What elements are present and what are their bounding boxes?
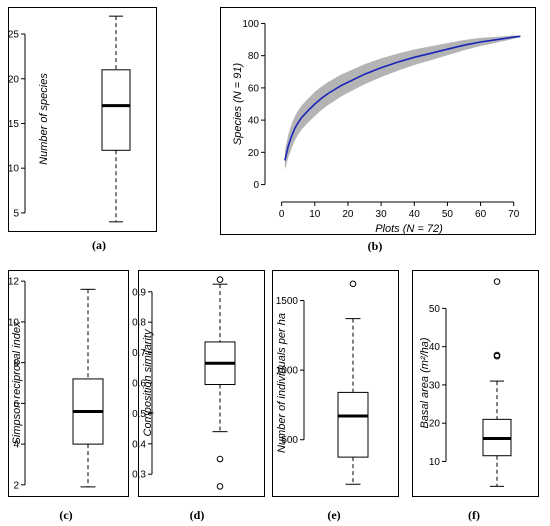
x-tick-label: 60 bbox=[475, 209, 487, 220]
panel-f: (f) 10 20 30 40 50 Basal area (m²/ha) bbox=[412, 270, 539, 522]
panel-label: (f) bbox=[468, 508, 480, 522]
y-tick-label: 40 bbox=[429, 342, 441, 353]
confidence-band bbox=[284, 35, 521, 171]
outlier-point bbox=[349, 280, 357, 288]
plot-frame bbox=[412, 270, 539, 497]
y-axis-label: Basal area (m²/ha) bbox=[419, 337, 431, 428]
panel-b: (b) 0 20 40 60 80 100 0 10 20 30 40 50 60 70 Plots (N =… bbox=[220, 7, 536, 253]
iqr-box bbox=[337, 391, 369, 458]
panel-e: (e) 500 1000 1500 Number of individuals per … bbox=[272, 270, 399, 522]
x-axis-label: Plots (N = 72) bbox=[375, 223, 443, 235]
y-tick-label: 100 bbox=[242, 19, 259, 30]
y-tick-label: 500 bbox=[281, 435, 298, 446]
y-tick-label: 30 bbox=[429, 380, 441, 391]
outlier-point bbox=[493, 278, 501, 285]
plot-frame bbox=[220, 7, 536, 235]
outlier-point bbox=[216, 276, 224, 283]
y-tick-label: 80 bbox=[248, 51, 260, 62]
y-tick-label: 0.8 bbox=[132, 318, 146, 329]
x-tick-label: 30 bbox=[376, 209, 388, 220]
panel-label: (c) bbox=[59, 508, 72, 522]
y-tick-label: 8 bbox=[13, 358, 19, 369]
x-tick-label: 50 bbox=[442, 209, 454, 220]
x-tick-label: 70 bbox=[508, 209, 520, 220]
y-tick-label: 40 bbox=[248, 116, 260, 127]
panel-a: (a) 5 10 15 20 25 Number of species bbox=[8, 7, 157, 252]
y-tick-label: 10 bbox=[8, 164, 20, 175]
panel-label: (e) bbox=[327, 508, 340, 522]
y-tick-label: 50 bbox=[429, 304, 441, 315]
panel-d: (d) 0.3 0.4 0.5 0.6 0.7 0.8 0.9 Composition simi… bbox=[132, 270, 265, 522]
y-tick-label: 20 bbox=[248, 148, 260, 159]
x-tick-label: 40 bbox=[409, 209, 421, 220]
y-tick-label: 1000 bbox=[276, 366, 299, 377]
y-tick-label: 60 bbox=[248, 83, 260, 94]
y-tick-label: 2 bbox=[13, 480, 19, 491]
y-tick-label: 20 bbox=[429, 419, 441, 430]
x-tick-label: 0 bbox=[279, 209, 285, 220]
outlier-point bbox=[493, 351, 501, 359]
y-tick-label: 10 bbox=[429, 457, 441, 468]
plot-frame bbox=[272, 270, 399, 497]
y-tick-label: 0.3 bbox=[132, 470, 146, 481]
y-tick-label: 0.6 bbox=[132, 379, 146, 390]
y-tick-label: 0 bbox=[253, 180, 259, 191]
y-tick-label: 5 bbox=[13, 208, 19, 219]
panel-c: (c) 2 4 6 8 10 12 Simpson reciprocal index bbox=[8, 270, 129, 522]
y-axis-label: Simpson reciprocal index bbox=[11, 321, 23, 444]
y-axis-label: Composition similarity bbox=[142, 328, 154, 436]
y-tick-label: 4 bbox=[13, 440, 19, 451]
plot-frame bbox=[8, 270, 129, 497]
outlier-point bbox=[216, 455, 224, 463]
y-axis-label: Species (N = 91) bbox=[232, 63, 244, 146]
plot-frame bbox=[8, 7, 157, 232]
y-tick-label: 0.4 bbox=[132, 439, 146, 450]
y-tick-label: 15 bbox=[8, 119, 20, 130]
panel-label: (d) bbox=[190, 508, 205, 522]
x-tick-label: 10 bbox=[309, 209, 321, 220]
plot-frame bbox=[138, 270, 265, 497]
y-axis-label: Number of species bbox=[38, 73, 50, 165]
y-tick-label: 1500 bbox=[276, 296, 299, 307]
x-tick-label: 20 bbox=[342, 209, 354, 220]
y-tick-label: 0.7 bbox=[132, 348, 146, 359]
outlier-point bbox=[216, 483, 224, 490]
y-tick-label: 0.9 bbox=[132, 287, 146, 298]
y-tick-label: 12 bbox=[8, 277, 20, 288]
y-tick-label: 0.5 bbox=[132, 409, 146, 420]
y-axis-label: Number of individuals per ha bbox=[276, 313, 288, 453]
y-tick-label: 10 bbox=[8, 317, 20, 328]
y-tick-label: 25 bbox=[8, 30, 20, 41]
y-tick-label: 6 bbox=[13, 399, 19, 410]
panel-label: (a) bbox=[92, 238, 106, 252]
y-tick-label: 20 bbox=[8, 74, 20, 85]
iqr-box bbox=[101, 69, 131, 151]
panel-label: (b) bbox=[368, 239, 383, 253]
accumulation-curve bbox=[284, 35, 521, 161]
